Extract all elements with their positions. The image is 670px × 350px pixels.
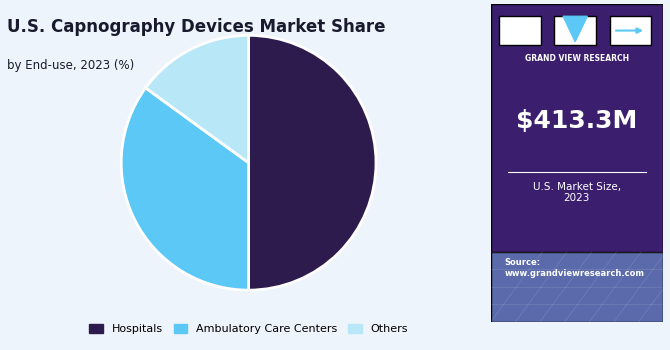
Text: U.S. Market Size,
2023: U.S. Market Size, 2023 <box>533 182 621 203</box>
Wedge shape <box>121 88 249 290</box>
Text: GRAND VIEW RESEARCH: GRAND VIEW RESEARCH <box>525 55 629 63</box>
Text: by End-use, 2023 (%): by End-use, 2023 (%) <box>7 60 134 72</box>
FancyBboxPatch shape <box>490 252 663 322</box>
FancyBboxPatch shape <box>499 16 541 45</box>
FancyBboxPatch shape <box>555 16 596 45</box>
FancyBboxPatch shape <box>490 4 663 322</box>
Text: Source:
www.grandviewresearch.com: Source: www.grandviewresearch.com <box>505 258 645 278</box>
Wedge shape <box>249 35 376 290</box>
Legend: Hospitals, Ambulatory Care Centers, Others: Hospitals, Ambulatory Care Centers, Othe… <box>85 320 413 339</box>
Wedge shape <box>145 35 249 163</box>
Text: U.S. Capnography Devices Market Share: U.S. Capnography Devices Market Share <box>7 18 385 35</box>
Polygon shape <box>563 16 588 42</box>
Text: $413.3M: $413.3M <box>517 108 638 133</box>
FancyBboxPatch shape <box>610 16 651 45</box>
